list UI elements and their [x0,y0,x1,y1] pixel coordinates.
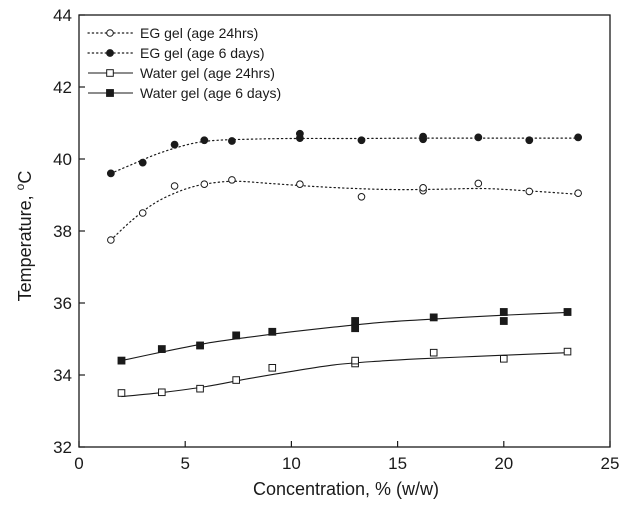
y-axis-title: Temperature, oC [13,171,35,302]
x-tick-label: 10 [282,454,301,473]
data-point-water-gel-6-days [499,317,508,325]
data-point-water-gel-6-days [232,331,241,340]
data-point-eg-gel-6-days [200,136,209,145]
legend-label-eg-gel-6-days: EG gel (age 6 days) [140,45,265,61]
data-point-eg-gel-24hrs [228,176,236,184]
y-axis-title-unit: C [15,171,35,184]
fit-line-eg-gel-6-days [110,137,579,174]
x-tick-label: 5 [180,454,189,473]
y-tick-label: 44 [53,6,72,25]
data-point-eg-gel-6-days [295,129,304,138]
data-point-water-gel-24hrs [351,356,359,365]
x-tick-label: 0 [74,454,83,473]
data-point-eg-gel-24hrs [170,182,179,190]
data-point-eg-gel-24hrs [357,193,366,201]
data-point-eg-gel-24hrs [107,236,115,244]
data-point-water-gel-6-days [563,308,572,316]
data-markers [106,129,583,397]
data-point-water-gel-24hrs [117,389,126,397]
fit-line-water-gel-6-days [121,311,568,362]
x-tick-label: 20 [494,454,513,473]
fit-lines [110,137,579,398]
x-axis-title: Concentration, % (w/w) [253,479,439,499]
legend-label-eg-gel-24hrs: EG gel (age 24hrs) [140,25,258,41]
axis-ticks: 0 5 10 15 20 25 32 34 36 38 40 42 44 [53,6,619,473]
x-tick-label: 25 [601,454,620,473]
legend-marker-eg-gel-24hrs [106,29,114,37]
data-point-water-gel-6-days [351,324,360,333]
data-point-water-gel-24hrs [196,384,204,393]
legend-marker-water-gel-6-days [106,89,114,97]
legend-marker-water-gel-24hrs [106,69,114,77]
data-point-water-gel-6-days [429,313,438,322]
y-axis-title-superscript: o [13,183,27,190]
data-point-eg-gel-24hrs [138,209,147,217]
data-point-water-gel-24hrs [158,388,166,397]
data-point-water-gel-6-days [196,341,204,350]
data-point-eg-gel-24hrs [574,189,582,197]
legend-label-water-gel-6-days: Water gel (age 6 days) [140,85,281,101]
data-point-eg-gel-6-days [357,136,366,145]
data-point-eg-gel-6-days [228,137,236,145]
data-point-eg-gel-6-days [574,133,583,142]
fit-line-eg-gel-24hrs [110,180,579,241]
y-axis-title-main: Temperature, [15,190,35,301]
data-point-water-gel-24hrs [500,355,508,363]
data-point-eg-gel-6-days [474,133,483,142]
data-point-water-gel-6-days [117,356,126,365]
x-tick-label: 15 [388,454,407,473]
data-point-water-gel-6-days [268,327,277,336]
y-tick-label: 42 [53,78,72,97]
data-point-eg-gel-24hrs [525,187,534,196]
data-point-water-gel-24hrs [429,348,438,357]
data-point-water-gel-24hrs [232,376,240,384]
data-point-water-gel-24hrs [563,347,572,356]
data-point-water-gel-24hrs [268,364,277,372]
y-tick-label: 38 [53,222,72,241]
data-point-eg-gel-6-days [419,132,427,141]
legend: EG gel (age 24hrs) EG gel (age 6 days) Wat… [87,25,281,101]
data-point-eg-gel-24hrs [474,179,483,188]
data-point-water-gel-6-days [351,317,360,325]
fit-line-water-gel-24hrs [121,352,568,398]
data-point-eg-gel-24hrs [419,184,427,192]
data-point-eg-gel-6-days [525,136,534,145]
data-point-water-gel-6-days [499,308,508,316]
y-tick-label: 32 [53,438,72,457]
data-point-eg-gel-6-days [170,140,179,149]
y-tick-label: 40 [53,150,72,169]
data-point-water-gel-6-days [157,345,166,353]
data-point-eg-gel-24hrs [200,180,209,188]
data-point-eg-gel-6-days [138,158,147,167]
legend-label-water-gel-24hrs: Water gel (age 24hrs) [140,65,275,81]
y-tick-label: 34 [53,366,72,385]
legend-marker-eg-gel-6-days [106,49,114,57]
data-point-eg-gel-24hrs [296,180,304,188]
data-point-eg-gel-6-days [106,169,115,178]
y-tick-label: 36 [53,294,72,313]
